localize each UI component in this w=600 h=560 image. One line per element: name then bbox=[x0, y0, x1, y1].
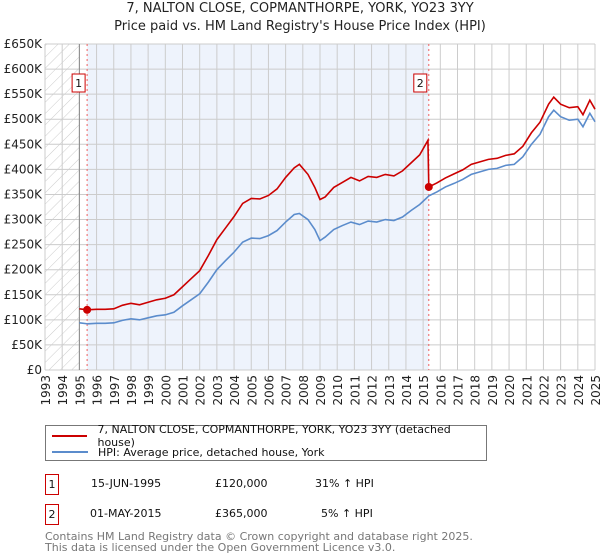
x-tick-label: 2025 bbox=[589, 375, 600, 406]
y-tick-label: £350K bbox=[4, 187, 44, 201]
x-tick-label: 2005 bbox=[245, 375, 259, 406]
x-tick-label: 2021 bbox=[520, 375, 534, 406]
sale-point-marker bbox=[83, 305, 92, 314]
property-price-line bbox=[79, 95, 596, 311]
sale-annotation-box bbox=[71, 73, 86, 93]
legend-label: HPI: Average price, detached house, York bbox=[98, 445, 325, 459]
x-tick-label: 2015 bbox=[417, 375, 431, 406]
legend-swatch-red bbox=[52, 435, 88, 437]
y-tick-label: £300K bbox=[4, 213, 44, 227]
chart-title: 7, NALTON CLOSE, COPMANTHORPE, YORK, YO2… bbox=[126, 1, 474, 16]
x-tick-label: 2024 bbox=[572, 375, 586, 406]
x-tick-label: 1995 bbox=[73, 375, 87, 406]
x-tick-label: 2000 bbox=[159, 375, 173, 406]
y-tick-label: £600K bbox=[4, 62, 44, 76]
y-tick-label: £150K bbox=[4, 288, 44, 302]
legend: 7, NALTON CLOSE, COPMANTHORPE, YORK, YO2… bbox=[45, 423, 487, 461]
sale-annotation-label: 2 bbox=[417, 77, 424, 90]
x-tick-label: 1999 bbox=[142, 375, 156, 406]
x-tick-label: 2008 bbox=[297, 375, 311, 406]
x-tick-label: 2020 bbox=[503, 375, 517, 406]
y-tick-label: £50K bbox=[11, 338, 43, 352]
x-tick-label: 2022 bbox=[537, 375, 551, 406]
x-tick-label: 2007 bbox=[280, 375, 294, 406]
x-tick-label: 2004 bbox=[228, 375, 242, 406]
hpi-line bbox=[79, 109, 596, 325]
shaded-period bbox=[87, 44, 429, 370]
sale-hpi-diff: 31% ↑ HPI bbox=[315, 477, 374, 490]
x-tick-label: 2018 bbox=[469, 375, 483, 406]
legend-swatch-blue bbox=[52, 451, 88, 453]
sale-date: 15-JUN-1995 bbox=[91, 477, 162, 490]
y-tick-label: £200K bbox=[4, 263, 44, 277]
x-tick-label: 2012 bbox=[366, 375, 380, 406]
y-tick-label: £650K bbox=[4, 37, 44, 51]
legend-label: 7, NALTON CLOSE, COPMANTHORPE, YORK, YO2… bbox=[97, 423, 451, 449]
x-tick-label: 2011 bbox=[348, 375, 362, 406]
y-tick-label: £250K bbox=[4, 238, 44, 252]
legend-item-hpi: HPI: Average price, detached house, York bbox=[52, 444, 325, 460]
footer-copyright: Contains HM Land Registry data © Crown c… bbox=[45, 530, 473, 543]
sale-price: £120,000 bbox=[215, 477, 268, 490]
sale-marker-label: 2 bbox=[45, 504, 59, 525]
x-tick-label: 1996 bbox=[91, 375, 105, 406]
sale-annotation-box bbox=[413, 73, 428, 93]
x-tick-label: 1994 bbox=[56, 375, 70, 406]
sale-hpi-diff: 5% ↑ HPI bbox=[321, 507, 373, 520]
y-tick-label: £450K bbox=[4, 137, 44, 151]
x-tick-label: 2017 bbox=[452, 375, 466, 406]
x-tick-label: 2009 bbox=[314, 375, 328, 406]
x-tick-label: 2006 bbox=[262, 375, 276, 406]
legend-item-property: 7, NALTON CLOSE, COPMANTHORPE, YORK, YO2… bbox=[52, 423, 486, 449]
x-tick-label: 1998 bbox=[125, 375, 139, 406]
x-tick-label: 2002 bbox=[194, 375, 208, 406]
x-tick-label: 1993 bbox=[39, 375, 53, 406]
sale-annotation-label: 1 bbox=[75, 77, 82, 90]
x-tick-label: 2010 bbox=[331, 375, 345, 406]
footer-licence: This data is licensed under the Open Gov… bbox=[45, 541, 396, 554]
x-tick-label: 2014 bbox=[400, 375, 414, 406]
x-tick-label: 2003 bbox=[211, 375, 225, 406]
plot-area: 1993 1994 1995 1996 1997 1998 1999 2000 2001 2002… bbox=[4, 37, 600, 406]
x-tick-label: 2001 bbox=[177, 375, 191, 406]
x-tick-label: 2013 bbox=[383, 375, 397, 406]
y-tick-label: £500K bbox=[4, 112, 44, 126]
sale-point-marker bbox=[424, 182, 433, 191]
y-tick-label: £0 bbox=[27, 363, 42, 377]
y-tick-label: £100K bbox=[4, 313, 44, 327]
sale-price: £365,000 bbox=[215, 507, 268, 520]
y-tick-label: £400K bbox=[4, 162, 44, 176]
x-tick-label: 1997 bbox=[108, 375, 122, 406]
y-tick-label: £550K bbox=[4, 87, 44, 101]
chart-subtitle: Price paid vs. HM Land Registry's House … bbox=[114, 19, 486, 34]
sale-date: 01-MAY-2015 bbox=[90, 507, 162, 520]
x-tick-label: 2016 bbox=[434, 375, 448, 406]
x-tick-label: 2023 bbox=[555, 375, 569, 406]
x-tick-label: 2019 bbox=[486, 375, 500, 406]
sale-marker-label: 1 bbox=[45, 474, 59, 495]
